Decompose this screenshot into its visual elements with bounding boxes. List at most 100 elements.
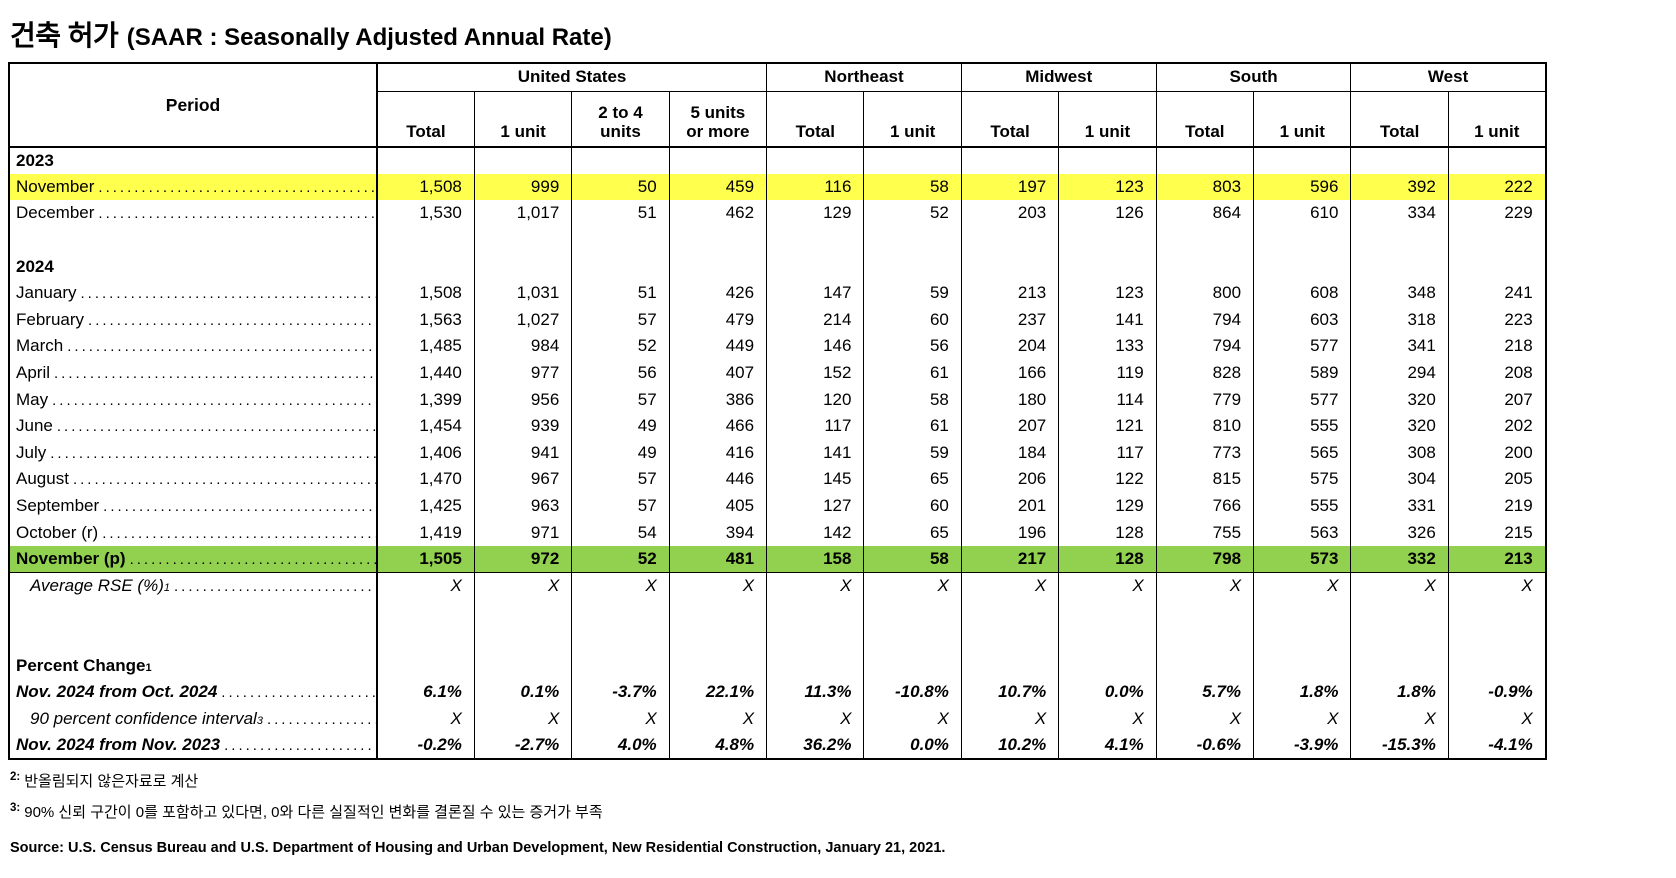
value-cell: 208 bbox=[1447, 359, 1546, 387]
value-cell: 565 bbox=[1253, 439, 1351, 467]
value-cell: X bbox=[960, 705, 1059, 733]
value-cell bbox=[766, 599, 864, 626]
value-cell: 57 bbox=[571, 386, 670, 413]
value-cell bbox=[766, 253, 864, 280]
value-cell: 116 bbox=[766, 173, 864, 201]
title-korean: 건축 허가 bbox=[10, 20, 119, 51]
dot-leader bbox=[57, 416, 376, 436]
value-cell: X bbox=[1447, 572, 1546, 600]
value-cell: 1.8% bbox=[1350, 678, 1449, 706]
value-cell: X bbox=[1058, 572, 1157, 600]
value-cell: 129 bbox=[766, 200, 864, 227]
value-cell: 128 bbox=[1058, 545, 1157, 573]
value-cell: X bbox=[1253, 572, 1351, 600]
value-cell bbox=[960, 147, 1059, 174]
value-cell bbox=[1447, 652, 1546, 679]
value-cell: 142 bbox=[766, 519, 864, 546]
dot-leader bbox=[88, 310, 376, 330]
value-cell: X bbox=[473, 705, 572, 733]
value-cell: 237 bbox=[960, 306, 1059, 334]
value-cell bbox=[1253, 625, 1351, 653]
value-cell bbox=[766, 625, 864, 653]
value-cell bbox=[1155, 226, 1254, 254]
value-cell bbox=[960, 652, 1059, 679]
value-cell: 596 bbox=[1253, 173, 1351, 201]
footnotes: 2: 반올림되지 않은자료로 계산 3: 90% 신뢰 구간이 0를 포함하고 있다… bbox=[10, 770, 1676, 856]
group-header-south: South bbox=[1155, 63, 1351, 92]
group-header-united-states: United States bbox=[376, 63, 767, 92]
row-label: Nov. 2024 from Nov. 2023 bbox=[9, 732, 377, 759]
value-cell bbox=[375, 253, 475, 280]
value-cell bbox=[960, 599, 1059, 626]
value-cell: 1,017 bbox=[473, 200, 572, 227]
row-label bbox=[9, 227, 377, 254]
value-cell: 51 bbox=[571, 200, 670, 227]
value-cell bbox=[1155, 625, 1254, 653]
value-cell: 197 bbox=[960, 173, 1059, 201]
value-cell: 4.8% bbox=[668, 732, 767, 759]
row-label: Nov. 2024 from Oct. 2024 bbox=[9, 679, 377, 706]
value-cell bbox=[375, 625, 475, 653]
value-cell bbox=[1447, 253, 1546, 280]
value-cell: X bbox=[1155, 705, 1254, 733]
value-cell bbox=[668, 652, 767, 679]
value-cell: 963 bbox=[473, 492, 572, 520]
value-cell: 1,470 bbox=[375, 466, 475, 493]
page-title: 건축 허가 (SAAR : Seasonally Adjusted Annual… bbox=[10, 14, 1676, 54]
value-cell: X bbox=[571, 572, 670, 600]
value-cell: 798 bbox=[1155, 545, 1254, 573]
column-header-south-total: Total bbox=[1155, 91, 1254, 147]
value-cell: 577 bbox=[1253, 386, 1351, 413]
value-cell bbox=[668, 226, 767, 254]
value-cell: 222 bbox=[1447, 173, 1546, 201]
value-cell: 58 bbox=[863, 386, 962, 413]
value-cell: 52 bbox=[863, 200, 962, 227]
value-cell: -4.1% bbox=[1447, 732, 1546, 759]
value-cell: 202 bbox=[1447, 412, 1546, 440]
footnote-2-text: 반올림되지 않은자료로 계산 bbox=[24, 772, 199, 790]
column-header-mw-1unit: 1 unit bbox=[1058, 91, 1157, 147]
value-cell bbox=[1155, 253, 1254, 280]
value-cell bbox=[668, 599, 767, 626]
table-row: November1,508999504591165819712380359639… bbox=[9, 173, 1546, 201]
value-cell: 58 bbox=[863, 173, 962, 201]
value-cell: 341 bbox=[1350, 333, 1449, 360]
value-cell: 304 bbox=[1350, 466, 1449, 493]
value-cell: 123 bbox=[1058, 173, 1157, 201]
value-cell: 57 bbox=[571, 466, 670, 493]
value-cell bbox=[571, 226, 670, 254]
value-cell: -15.3% bbox=[1350, 732, 1449, 759]
value-cell: 5.7% bbox=[1155, 678, 1254, 706]
value-cell bbox=[960, 625, 1059, 653]
column-header-south-1unit: 1 unit bbox=[1253, 91, 1351, 147]
dot-leader bbox=[102, 523, 376, 543]
value-cell: 223 bbox=[1447, 306, 1546, 334]
value-cell: 610 bbox=[1253, 200, 1351, 227]
value-cell: 213 bbox=[1447, 545, 1546, 573]
value-cell: 956 bbox=[473, 386, 572, 413]
footnote-3-marker: 3: bbox=[10, 801, 21, 814]
column-header-period: Period bbox=[165, 94, 221, 115]
value-cell: 481 bbox=[668, 545, 767, 573]
row-label bbox=[9, 599, 377, 626]
spacer-row bbox=[9, 226, 1546, 254]
value-cell bbox=[1253, 253, 1351, 280]
value-cell: 152 bbox=[766, 359, 864, 387]
value-cell: 999 bbox=[473, 173, 572, 201]
value-cell bbox=[375, 147, 475, 174]
value-cell: X bbox=[863, 705, 962, 733]
row-label: 90 percent confidence interval 3 bbox=[9, 705, 377, 732]
page: 건축 허가 (SAAR : Seasonally Adjusted Annual… bbox=[0, 0, 1676, 856]
value-cell: 22.1% bbox=[668, 678, 767, 706]
value-cell: 331 bbox=[1350, 492, 1449, 520]
row-label: October (r) bbox=[9, 519, 377, 546]
value-cell: 60 bbox=[863, 306, 962, 334]
value-cell bbox=[375, 599, 475, 626]
value-cell: 386 bbox=[668, 386, 767, 413]
value-cell: X bbox=[1253, 705, 1351, 733]
footnote-2-marker: 2: bbox=[10, 770, 21, 783]
header-group-row: Period United States Northeast Midwest S… bbox=[9, 63, 1546, 115]
value-cell bbox=[668, 625, 767, 653]
spacer-row bbox=[9, 599, 1546, 626]
value-cell: 0.0% bbox=[1058, 678, 1157, 706]
